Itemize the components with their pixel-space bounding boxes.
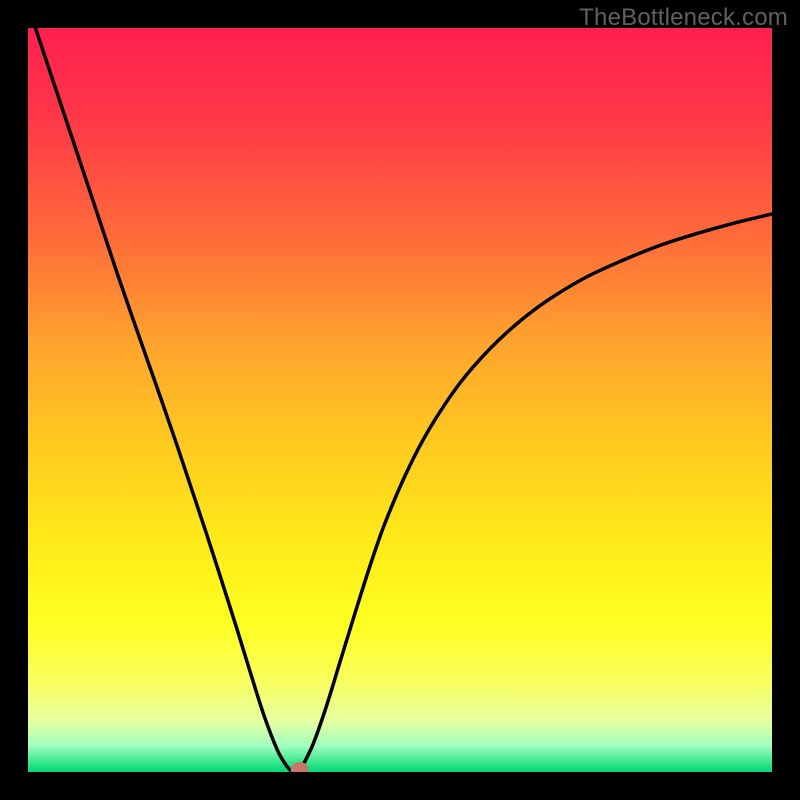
- bottleneck-chart: TheBottleneck.com: [0, 0, 800, 800]
- watermark-text: TheBottleneck.com: [579, 4, 788, 32]
- chart-svg: [0, 0, 800, 800]
- gradient-background: [28, 28, 772, 772]
